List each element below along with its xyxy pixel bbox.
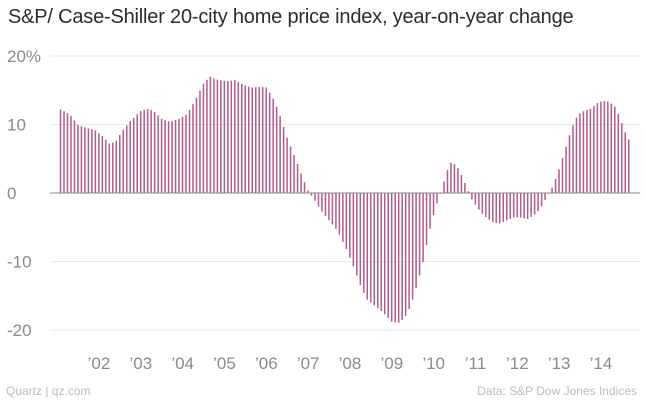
y-tick-label: 10 [7, 116, 26, 135]
x-axis-labels: ’02 ’03 ’04 ’05 ’06 ’07 ’08 ’09 ’10 ’11 ’12 ’13 ’14 [88, 354, 613, 373]
x-tick-label: ’08 [339, 354, 362, 373]
x-tick-label: ’09 [380, 354, 403, 373]
x-tick-label: ’13 [548, 354, 571, 373]
x-tick-label: ’11 [465, 354, 486, 373]
source-credit: Quartz | qz.com [6, 384, 91, 398]
x-tick-label: ’10 [422, 354, 445, 373]
y-tick-label: -10 [7, 253, 32, 272]
x-tick-label: ’06 [255, 354, 278, 373]
grid-lines [50, 55, 640, 331]
y-axis-labels: 20% 10 0 -10 -20 [7, 47, 41, 340]
data-source: Data: S&P Dow Jones Indices [477, 384, 637, 398]
x-tick-label: ’14 [590, 354, 613, 373]
y-tick-label: -20 [7, 321, 32, 340]
y-tick-label: 0 [7, 184, 16, 203]
x-tick-label: ’12 [506, 354, 529, 373]
x-tick-label: ’07 [297, 354, 320, 373]
chart-title: S&P/ Case-Shiller 20-city home price ind… [8, 6, 574, 28]
x-tick-label: ’05 [213, 354, 236, 373]
y-tick-label: 20% [7, 47, 41, 66]
x-tick-label: ’03 [129, 354, 152, 373]
x-tick-label: ’02 [88, 354, 111, 373]
bar-series [59, 76, 630, 323]
x-tick-label: ’04 [171, 354, 194, 373]
